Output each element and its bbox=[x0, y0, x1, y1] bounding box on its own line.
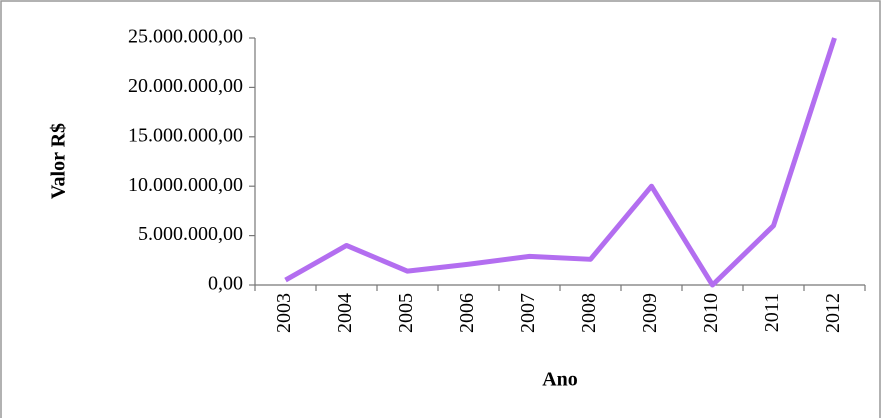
y-tick-label: 5.000.000,00 bbox=[138, 223, 243, 245]
y-tick-label: 0,00 bbox=[208, 273, 243, 295]
x-tick-label: 2004 bbox=[334, 293, 356, 333]
x-tick-label: 2006 bbox=[456, 293, 478, 333]
y-tick-label: 20.000.000,00 bbox=[128, 75, 243, 97]
x-tick-label: 2007 bbox=[517, 293, 539, 333]
x-tick-label: 2011 bbox=[761, 293, 783, 332]
y-axis-label: Valor R$ bbox=[48, 123, 70, 199]
y-tick-label: 15.000.000,00 bbox=[128, 124, 243, 146]
x-axis-label: Ano bbox=[542, 369, 578, 391]
x-tick-label: 2010 bbox=[700, 293, 722, 333]
x-tick-label: 2008 bbox=[578, 293, 600, 333]
x-tick-label: 2003 bbox=[273, 293, 295, 333]
x-tick-label: 2012 bbox=[822, 293, 844, 333]
y-tick-label: 10.000.000,00 bbox=[128, 174, 243, 196]
x-tick-label: 2009 bbox=[639, 293, 661, 333]
data-line bbox=[284, 37, 837, 288]
x-tick-label: 2005 bbox=[395, 293, 417, 333]
y-tick-label: 25.000.000,00 bbox=[128, 26, 243, 48]
